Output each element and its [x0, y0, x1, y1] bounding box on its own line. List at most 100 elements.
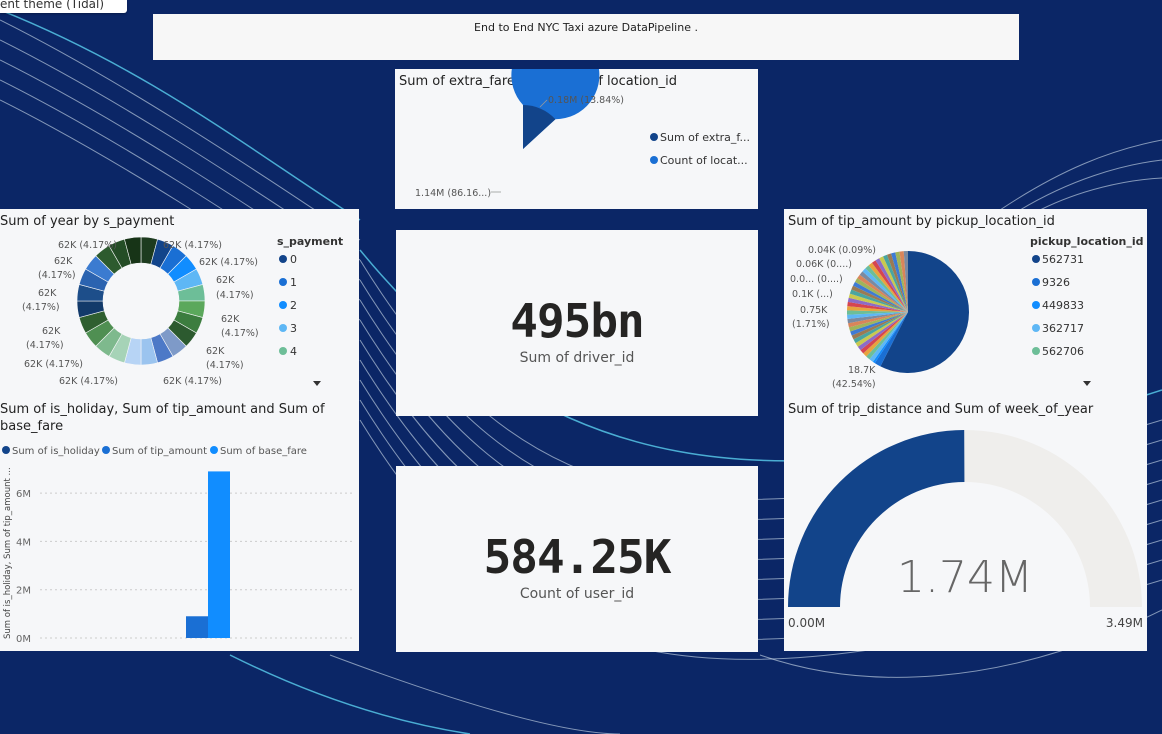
bar-sum-of-base-fare[interactable] [208, 471, 230, 638]
tip-pie-slice[interactable] [857, 312, 908, 351]
tip-pie-slice[interactable] [847, 297, 908, 312]
tip-pie-slice[interactable] [853, 312, 908, 344]
tip-pie-slice[interactable] [887, 253, 908, 312]
tip-pickup-pie-chart: 0.04K (0.09%) 0.06K (0....) 0.0... (0...… [790, 235, 1144, 390]
user-id-label: Count of user_id [519, 586, 635, 602]
tip-pie-slice[interactable] [851, 285, 908, 312]
legend-swatch [210, 446, 218, 454]
payment-legend-item[interactable]: 0 [290, 253, 297, 266]
tip-pie-slice[interactable] [899, 251, 908, 312]
payment-legend-item[interactable]: 3 [290, 322, 297, 335]
legend-count-location[interactable]: Count of locat... [660, 154, 748, 167]
banner-title: End to End NYC Taxi azure DataPipeline . [474, 21, 698, 34]
tip-pie-slice[interactable] [883, 254, 908, 312]
tip-pie-slice[interactable] [903, 251, 908, 312]
bar-legend-item[interactable]: Sum of base_fare [220, 446, 307, 457]
tip-legend-item[interactable]: 9326 [1042, 276, 1070, 289]
legend-swatch [279, 255, 287, 263]
donut-label: 62K [38, 288, 57, 299]
tip-pie-label: 0.0... (0....) [790, 274, 843, 285]
payment-legend-item[interactable]: 1 [290, 276, 297, 289]
gauge-fill[interactable] [788, 430, 965, 607]
driver-id-card[interactable]: 495bn Sum of driver_id [396, 230, 758, 416]
bar-legend-item[interactable]: Sum of tip_amount [112, 446, 207, 457]
donut-label: 62K [206, 346, 225, 357]
tip-legend-item[interactable]: 362717 [1042, 322, 1084, 335]
user-id-value: 584.25K [483, 530, 672, 584]
tip-pie-slice[interactable] [895, 251, 908, 312]
tip-pie-slice[interactable] [847, 312, 908, 324]
extra-fare-pie-card[interactable]: Sum of extra_fare and Count of location_… [395, 69, 758, 209]
leader-line [539, 99, 548, 108]
tip-legend-item[interactable]: 449833 [1042, 299, 1084, 312]
tip-pie-slice[interactable] [859, 271, 908, 312]
bar-series[interactable] [186, 471, 230, 638]
tip-pie-label: 0.06K (0....) [796, 259, 852, 270]
tip-pie-slice[interactable] [866, 312, 908, 360]
pie-slice-extra-fare[interactable] [523, 104, 556, 149]
tip-pie-slice[interactable] [871, 260, 908, 312]
tip-pie-slice[interactable] [860, 312, 908, 354]
tip-legend-item[interactable]: 562706 [1042, 345, 1084, 358]
tip-pie-slices[interactable] [847, 251, 969, 373]
tip-pie-slice[interactable] [879, 256, 908, 312]
donut-label: 62K (4.17%) [199, 257, 258, 268]
donut-slices[interactable] [76, 236, 206, 366]
tip-pie-slice[interactable] [857, 274, 908, 312]
tip-pie-slice[interactable] [849, 289, 908, 312]
tip-pie-slice[interactable] [863, 312, 908, 357]
tip-pie-slice[interactable] [865, 265, 908, 312]
tip-pie-slice[interactable] [848, 312, 908, 332]
y-tick-label: 6M [16, 489, 31, 500]
payment-legend-item[interactable]: 4 [290, 345, 297, 358]
gauge-title: Sum of trip_distance and Sum of week_of_… [788, 402, 1094, 417]
donut-slice[interactable] [124, 236, 142, 265]
bar-sum-of-tip-amount[interactable] [186, 616, 208, 638]
tip-pie-slice[interactable] [874, 312, 908, 367]
legend-swatch [279, 347, 287, 355]
donut-label: 62K (4.17%) [24, 359, 83, 370]
tip-pie-label: (42.54%) [832, 379, 876, 390]
donut-label: 62K [54, 256, 73, 267]
legend-swatch [650, 156, 658, 164]
tip-pie-slice[interactable] [891, 252, 908, 312]
legend-scroll-down-icon[interactable] [1083, 381, 1091, 386]
tip-pie-slice[interactable] [862, 268, 908, 312]
tip-pie-slice[interactable] [855, 312, 908, 347]
payment-legend-item[interactable]: 2 [290, 299, 297, 312]
payment-donut-card[interactable]: Sum of year by s_payment 62K (4.17%) 62K… [0, 209, 359, 397]
legend-extra-fare[interactable]: Sum of extra_f... [660, 131, 750, 144]
holiday-bar-card[interactable]: Sum of is_holiday, Sum of tip_amount and… [0, 397, 359, 651]
user-id-card[interactable]: 584.25K Count of user_id [396, 466, 758, 652]
tip-pie-slice[interactable] [853, 281, 908, 312]
holiday-title-line2: base_fare [0, 419, 64, 434]
bar-legend-item[interactable]: Sum of is_holiday [12, 446, 100, 457]
tip-pie-slice[interactable] [851, 312, 908, 340]
gauge-min: 0.00M [788, 616, 825, 630]
gauge-max: 3.49M [1106, 616, 1143, 630]
legend-scroll-down-icon[interactable] [313, 381, 321, 386]
tip-pie-slice[interactable] [880, 251, 969, 373]
tip-pie-slice[interactable] [875, 258, 908, 312]
tip-pie-slice[interactable] [868, 262, 908, 312]
gauge-card[interactable]: Sum of trip_distance and Sum of week_of_… [784, 397, 1147, 651]
legend-swatch [2, 446, 10, 454]
tip-pickup-pie-card[interactable]: Sum of tip_amount by pickup_location_id … [784, 209, 1147, 397]
tip-pie-slice[interactable] [869, 312, 908, 362]
tip-pie-slice[interactable] [850, 312, 908, 336]
tip-legend-item[interactable]: 562731 [1042, 253, 1084, 266]
y-axis-label: Sum of is_holiday, Sum of tip_amount ... [3, 467, 13, 639]
tip-pie-slice[interactable] [848, 312, 908, 328]
payment-donut-chart: 62K (4.17%) 62K (4.17%) 62K (4.17%) 62K … [22, 235, 343, 387]
tip-pie-slice[interactable] [847, 306, 908, 312]
tip-pie-slice[interactable] [848, 293, 908, 312]
tip-pie-slice[interactable] [847, 312, 908, 319]
tip-pie-slice[interactable] [872, 312, 908, 364]
tip-pie-label: 0.75K [800, 305, 828, 316]
tip-pie-slice[interactable] [854, 278, 908, 312]
tip-pie-slice[interactable] [847, 310, 908, 315]
tip-pie-slice[interactable] [847, 301, 908, 312]
donut-label: 62K (4.17%) [163, 240, 222, 251]
donut-label: (4.17%) [22, 302, 60, 313]
theme-tab[interactable]: ent theme (Tidal) [0, 0, 127, 13]
